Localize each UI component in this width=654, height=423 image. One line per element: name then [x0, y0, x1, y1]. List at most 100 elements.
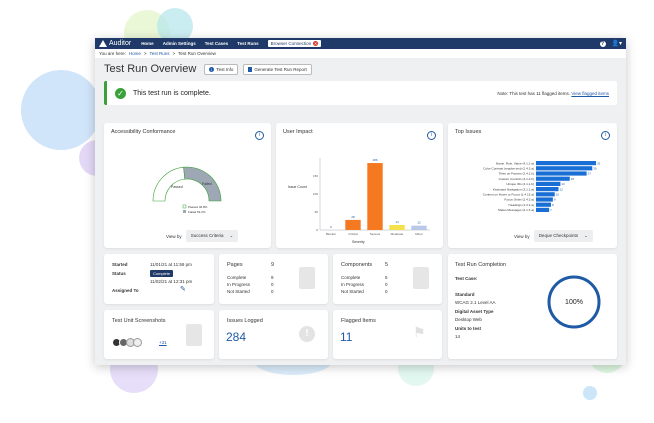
- issue-bar[interactable]: [536, 207, 550, 212]
- stat-row: Not Started 0: [227, 289, 274, 294]
- breadcrumb-sep: >: [143, 51, 147, 56]
- viewby-label: View by: [166, 233, 182, 239]
- breadcrumb-test-runs[interactable]: Test Runs: [149, 51, 170, 56]
- view-flagged-link[interactable]: View flagged items: [571, 90, 609, 96]
- units-label: Units to test: [455, 326, 482, 331]
- generate-report-button[interactable]: Generate Test Run Report: [243, 63, 312, 75]
- chevron-down-icon: ⌄: [583, 233, 588, 238]
- issue-bar-value: 13: [561, 182, 565, 186]
- impact-bar[interactable]: [345, 219, 361, 230]
- screenshot-thumb[interactable]: [133, 338, 142, 347]
- impact-bar[interactable]: [367, 163, 383, 230]
- test-info-button[interactable]: i Test Info: [204, 63, 239, 75]
- top-issues-title: Top Issues: [455, 129, 482, 135]
- checkpoints-select[interactable]: Deque Checkpoints ⌄: [533, 230, 593, 242]
- completion-title: Test Run Completion: [455, 262, 507, 268]
- issue-bar[interactable]: [536, 192, 555, 197]
- stat-row: In Progress 0: [227, 282, 274, 287]
- info-icon[interactable]: i: [427, 131, 436, 140]
- stat-value: 9: [271, 275, 274, 280]
- user-impact-card: User Impact i Issue Count Severity 0 50 10…: [276, 123, 443, 248]
- generate-report-label: Generate Test Run Report: [254, 66, 307, 72]
- breadcrumb: You are here: Home > Test Runs > Test Ru…: [95, 49, 626, 58]
- browser-connection-tab[interactable]: Browser Connection ✕: [267, 40, 322, 47]
- accessibility-title: Accessibility Conformance: [111, 129, 176, 135]
- app-logo[interactable]: Auditor: [99, 40, 131, 47]
- browser-connection-label: Browser Connection: [270, 41, 312, 46]
- user-icon[interactable]: 👤▾: [611, 41, 622, 47]
- screenshots-card: Test Unit Screenshots +31: [104, 310, 214, 359]
- issue-bar[interactable]: [536, 202, 551, 207]
- issue-bar[interactable]: [536, 166, 593, 171]
- accessibility-viewby: View by Success Criteria ⌄: [166, 230, 239, 242]
- impact-bar-value: 186: [372, 158, 377, 162]
- issue-bar[interactable]: [536, 176, 570, 181]
- breadcrumb-home[interactable]: Home: [128, 51, 141, 56]
- nav-test-runs[interactable]: Test Runs: [237, 41, 259, 46]
- select-value: Success Criteria: [190, 233, 224, 238]
- more-screenshots-link[interactable]: +31: [159, 340, 167, 345]
- legend-passed-swatch: [182, 204, 187, 209]
- issue-label: Headings (1.3.1.a): [509, 203, 534, 207]
- y-tick-label: 100: [313, 192, 318, 196]
- nav-admin-settings[interactable]: Admin Settings: [162, 41, 196, 46]
- accessibility-card: Accessibility Conformance i Passed Faile…: [104, 123, 271, 248]
- issue-bar-value: 30: [593, 167, 597, 171]
- help-icon[interactable]: ?: [599, 40, 606, 47]
- nav-test-cases[interactable]: Test Cases: [204, 41, 229, 46]
- components-total: 5: [385, 262, 389, 268]
- breadcrumb-sep: >: [172, 51, 176, 56]
- info-icon[interactable]: i: [601, 131, 610, 140]
- top-issues-card: Top Issues i Name, Role, Value (4.1.2 a)…: [448, 123, 617, 248]
- stat-value: 0: [271, 282, 274, 287]
- completion-banner: ✓ This test run is complete. Note: This …: [104, 81, 617, 105]
- issue-label: Content on Hover or Focus (1.4.13.a): [483, 193, 534, 197]
- bg-bubble-blue: [21, 70, 101, 150]
- nav-home[interactable]: Home: [141, 41, 154, 46]
- success-criteria-select[interactable]: Success Criteria ⌄: [185, 230, 239, 242]
- test-case-label: Test Case:: [455, 276, 478, 281]
- top-issues-viewby: View by Deque Checkpoints ⌄: [514, 230, 593, 242]
- issue-bar[interactable]: [536, 187, 559, 192]
- started-value: 11/01/21 at 11:59 pm: [150, 262, 192, 267]
- pages-title: Pages: [227, 262, 243, 268]
- issue-bar[interactable]: [536, 171, 587, 176]
- issues-title: Issues Logged: [227, 318, 263, 324]
- issue-bar-value: 8: [552, 203, 554, 207]
- issues-count[interactable]: 284: [226, 330, 247, 344]
- issue-bar[interactable]: [536, 181, 561, 186]
- flagged-count[interactable]: 11: [340, 330, 353, 344]
- info-icon[interactable]: i: [255, 131, 264, 140]
- donut-slice-failed[interactable]: [183, 166, 222, 202]
- stat-value: 0: [271, 289, 274, 294]
- close-icon[interactable]: ✕: [313, 41, 319, 46]
- status-label: Status: [112, 271, 126, 276]
- ring-progress: [547, 275, 601, 329]
- alert-icon: !: [299, 326, 315, 342]
- screenshot-thumbs[interactable]: [112, 338, 142, 347]
- edit-icon[interactable]: ✎: [180, 286, 186, 293]
- issue-label: Keyboard Navigation (2.1.1.a): [493, 187, 534, 191]
- banner-note: Note: This test has 11 flagged items. Vi…: [497, 91, 609, 96]
- completed-value: 11/02/21 at 12:31 pm: [150, 279, 193, 284]
- issue-bar[interactable]: [536, 197, 553, 202]
- breadcrumb-prefix: You are here:: [99, 51, 126, 56]
- stat-value: 0: [385, 289, 388, 294]
- page-title: Test Run Overview: [104, 63, 197, 75]
- impact-xlabel: Severity: [352, 240, 365, 244]
- document-icon: [248, 66, 253, 72]
- top-issues-chart: Name, Role, Value (4.1.2 a) 32 Color Contr…: [483, 161, 601, 212]
- stat-row: Complete 9: [227, 275, 274, 280]
- page-icon: [299, 267, 315, 289]
- impact-category-label: Minor: [415, 232, 423, 236]
- units-value: 14: [455, 334, 461, 339]
- impact-bar[interactable]: [389, 224, 405, 230]
- issue-bar-value: 7: [550, 208, 552, 212]
- issue-bar[interactable]: [536, 161, 596, 166]
- stat-label: Complete: [341, 275, 361, 280]
- stat-label: Not Started: [341, 289, 364, 294]
- impact-ylabel: Issue Count: [288, 185, 307, 189]
- check-icon: ✓: [115, 87, 126, 99]
- impact-bar-value: 14: [395, 220, 399, 224]
- impact-bar[interactable]: [411, 225, 427, 230]
